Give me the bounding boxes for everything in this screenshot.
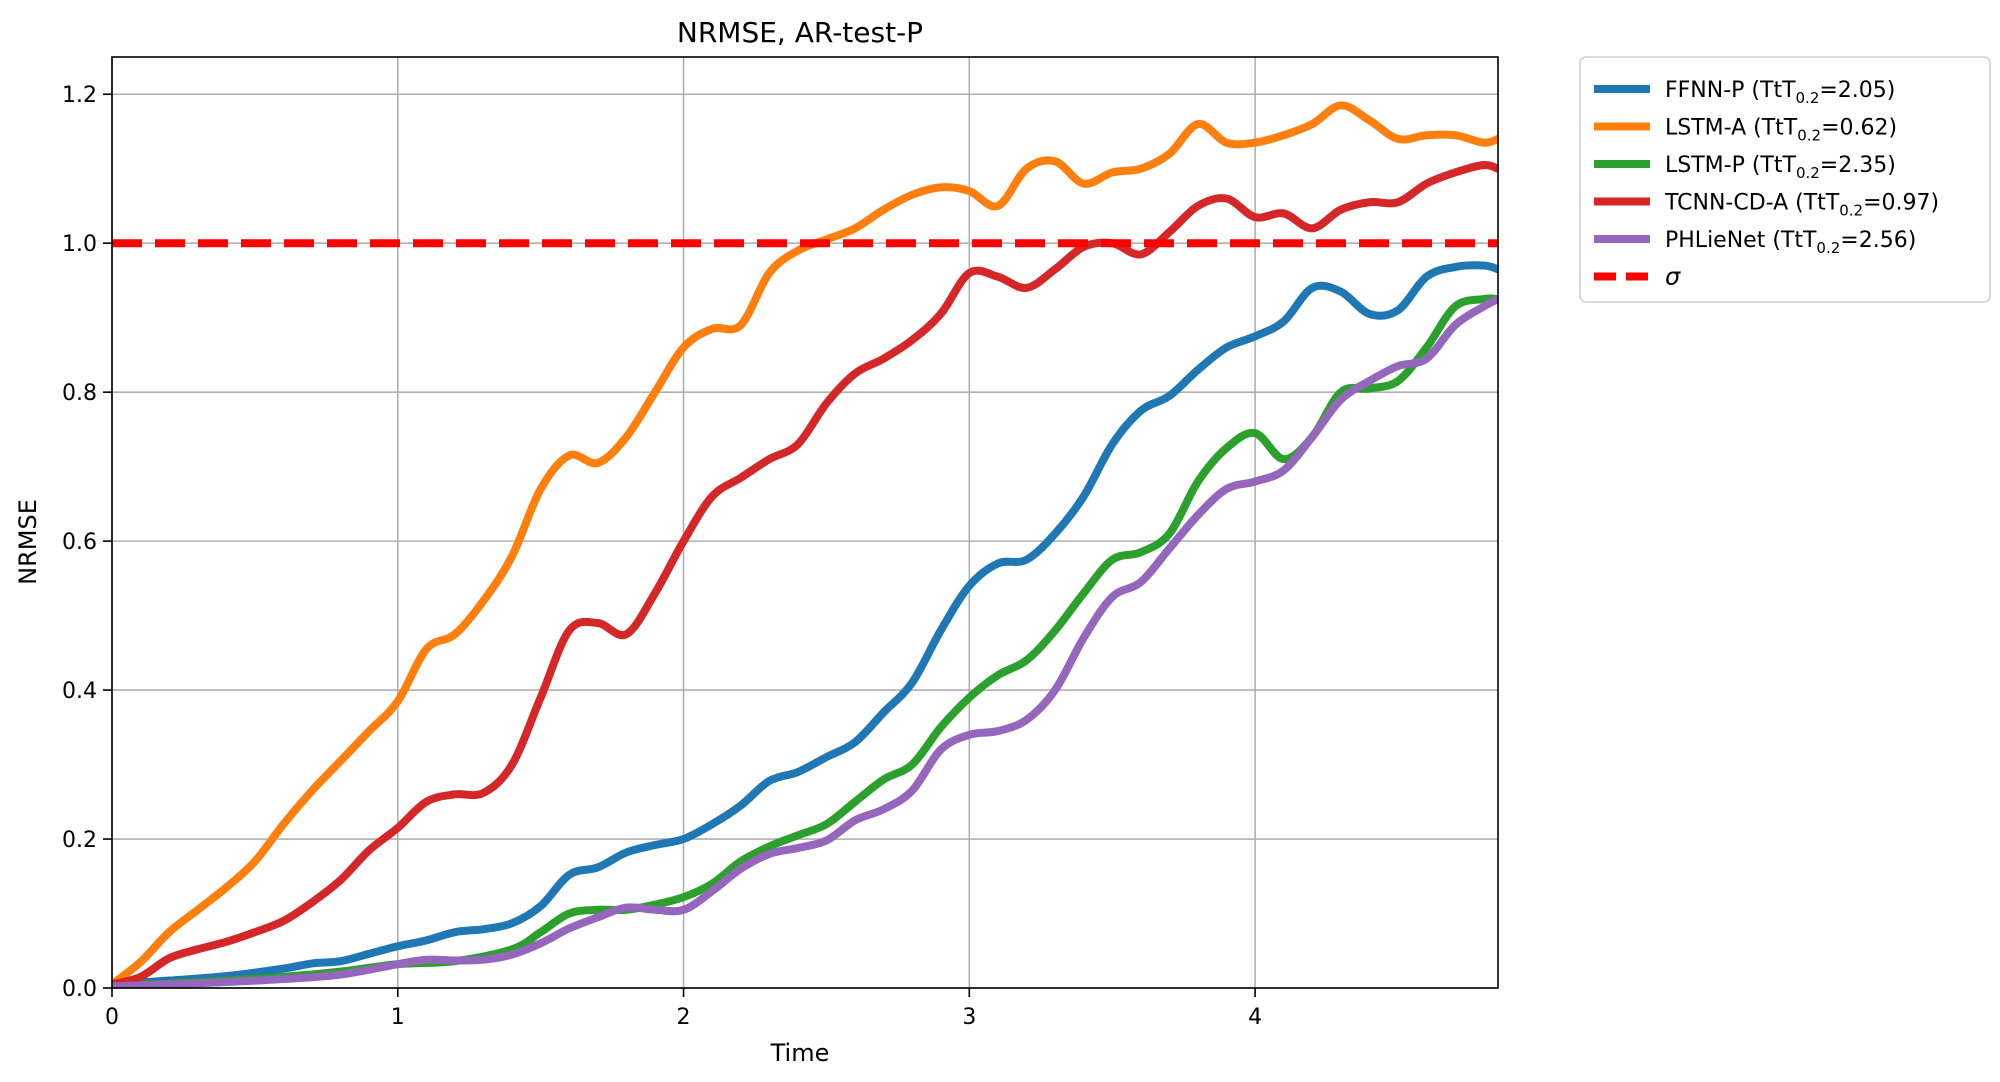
chart-title: NRMSE, AR-test-P [677,16,923,49]
legend-label: FFNN-P (TtT0.2=2.05) [1665,78,1895,107]
y-tick-label: 0.6 [62,530,97,555]
y-tick-label: 0.4 [62,679,97,704]
y-axis-label: NRMSE [14,499,42,585]
legend-label: TCNN-CD-A (TtT0.2=0.97) [1664,191,1939,220]
x-tick-label: 0 [105,1005,119,1030]
y-tick-label: 0.2 [62,828,97,853]
y-tick-label: 1.0 [62,232,97,257]
plot-area [112,101,1498,988]
legend-label: LSTM-A (TtT0.2=0.62) [1665,116,1897,145]
x-tick-label: 2 [677,1005,691,1030]
legend-box [1579,56,1991,303]
legend-label: PHLieNet (TtT0.2=2.56) [1665,228,1916,257]
axis-ticks: 0 1 2 3 4 0.0 0.2 0.4 0.6 0.8 1.0 1.2 [62,83,1262,1030]
y-tick-label: 1.2 [62,83,97,108]
series-line-4 [112,160,1498,988]
series-line-1 [112,261,1498,988]
axes-frame [111,56,1499,989]
legend-label: σ [1665,263,1681,291]
x-tick-label: 3 [962,1005,976,1030]
x-tick-label: 4 [1248,1005,1262,1030]
legend-label: LSTM-P (TtT0.2=2.35) [1665,153,1896,182]
series-line-5 [112,295,1498,988]
x-axis-label: Time [770,1039,830,1067]
y-tick-label: 0.0 [62,977,97,1002]
x-tick-label: 1 [391,1005,405,1030]
legend: FFNN-P (TtT0.2=2.05) LSTM-A (TtT0.2=0.62)… [1579,56,1991,303]
y-tick-label: 0.8 [62,381,97,406]
